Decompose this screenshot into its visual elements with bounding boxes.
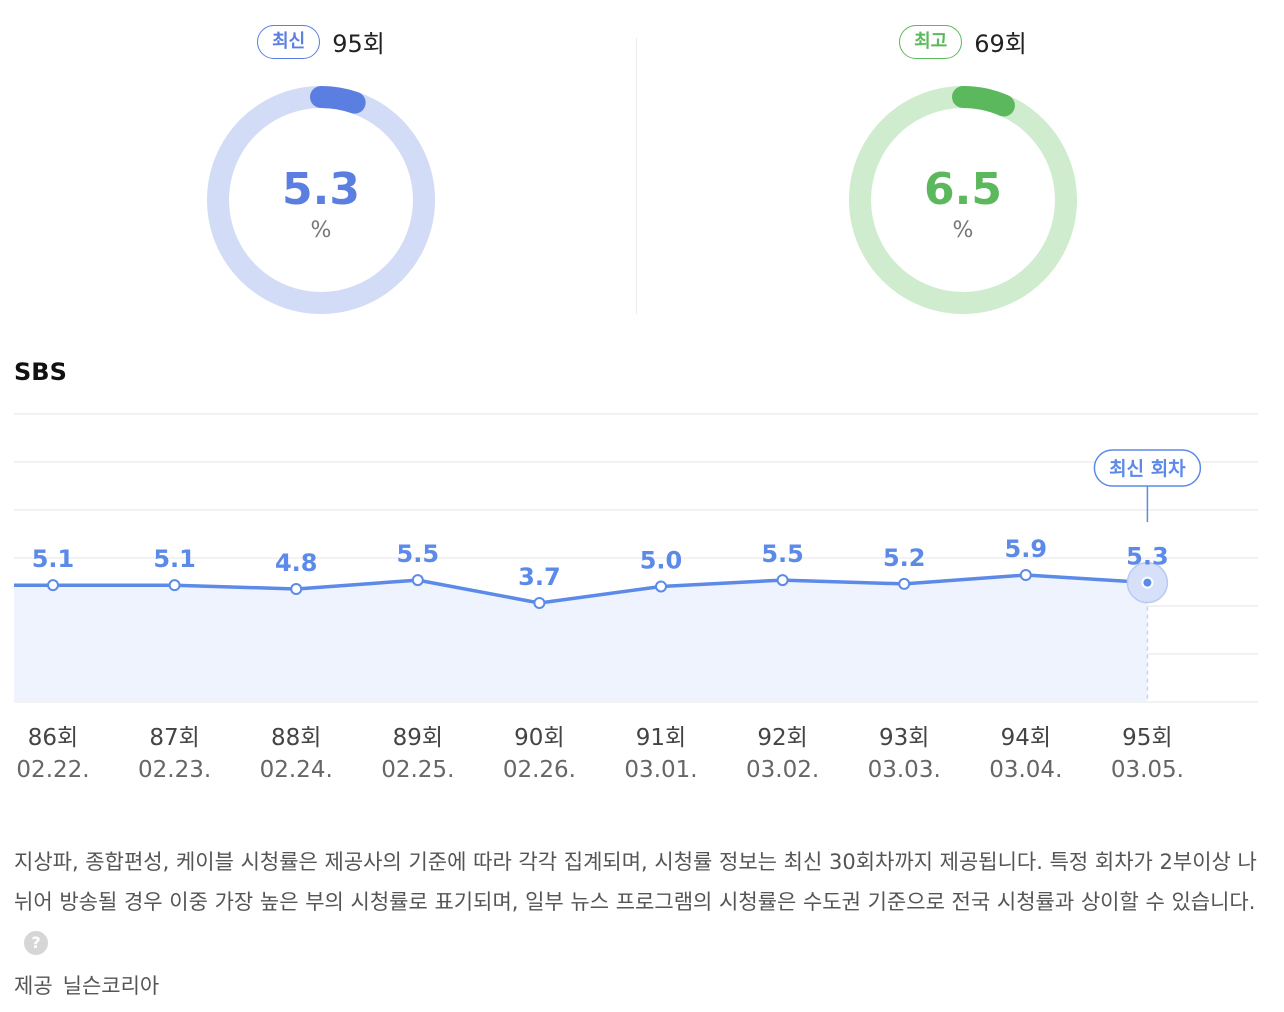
best-unit: % bbox=[952, 218, 974, 243]
x-tick-episode: 89회 bbox=[393, 725, 443, 751]
rating-description: 지상파, 종합편성, 케이블 시청률은 제공사의 기준에 따라 각각 집계되며,… bbox=[14, 842, 1258, 962]
summary-divider bbox=[636, 38, 637, 314]
x-tick-date: 03.01. bbox=[624, 757, 697, 783]
description-text: 지상파, 종합편성, 케이블 시청률은 제공사의 기준에 따라 각각 집계되며,… bbox=[14, 850, 1257, 914]
best-rating-panel: 최고 69회 6.5 % bbox=[642, 0, 1284, 330]
data-point bbox=[47, 579, 59, 592]
data-label: 5.9 bbox=[1005, 535, 1048, 563]
x-tick-episode: 87회 bbox=[149, 725, 199, 751]
best-donut-ring bbox=[849, 86, 1077, 314]
data-label: 5.5 bbox=[761, 540, 804, 568]
best-episode: 69회 bbox=[974, 30, 1027, 58]
channel-name: SBS bbox=[14, 358, 67, 386]
data-point bbox=[411, 574, 424, 587]
data-point bbox=[1141, 576, 1154, 589]
latest-value: 5.3 bbox=[282, 164, 360, 215]
latest-unit: % bbox=[310, 218, 332, 243]
best-header: 최고 69회 bbox=[642, 24, 1284, 59]
latest-progress-arc bbox=[207, 86, 435, 314]
data-label: 5.0 bbox=[640, 546, 683, 574]
latest-rating-panel: 최신 95회 5.3 % bbox=[0, 0, 642, 330]
data-label: 4.8 bbox=[275, 549, 318, 577]
data-label: 5.1 bbox=[32, 545, 75, 573]
x-tick-episode: 86회 bbox=[28, 725, 78, 751]
latest-episode-callout bbox=[1093, 449, 1202, 487]
source-label: 제공 bbox=[14, 974, 53, 998]
data-point bbox=[898, 577, 911, 590]
data-point bbox=[776, 574, 789, 587]
best-donut: 6.5 % bbox=[847, 84, 1079, 316]
x-tick-episode: 88회 bbox=[271, 725, 321, 751]
x-tick-episode: 91회 bbox=[636, 725, 686, 751]
data-point bbox=[533, 597, 546, 609]
best-value: 6.5 bbox=[924, 164, 1002, 215]
x-tick-date: 02.23. bbox=[138, 757, 211, 783]
data-label: 5.3 bbox=[1126, 543, 1169, 571]
data-point bbox=[290, 583, 303, 595]
x-tick-episode: 90회 bbox=[514, 725, 564, 751]
data-label: 5.2 bbox=[883, 544, 926, 572]
x-tick-episode: 92회 bbox=[757, 725, 807, 751]
rating-summary: 최신 95회 5.3 % 최고 69회 6.5 % bbox=[0, 0, 1284, 330]
x-tick-date: 02.26. bbox=[503, 757, 576, 783]
data-source: 제공 닐슨코리아 bbox=[14, 970, 169, 1000]
best-progress-arc bbox=[849, 86, 1077, 314]
latest-donut: 5.3 % bbox=[205, 84, 437, 316]
data-point bbox=[168, 579, 181, 592]
ratings-line-chart: 5.1 86회 02.22. 5.1 87회 02.23. 4.8 88회 02.24. 5.5 8… bbox=[14, 413, 1258, 783]
data-point bbox=[655, 580, 667, 593]
latest-badge: 최신 bbox=[257, 24, 321, 59]
x-tick-episode: 94회 bbox=[1001, 725, 1051, 751]
x-tick-date: 03.04. bbox=[989, 757, 1062, 783]
x-tick-date: 03.05. bbox=[1111, 757, 1184, 783]
x-tick-date: 02.22. bbox=[16, 757, 89, 783]
x-tick-date: 02.24. bbox=[260, 757, 333, 783]
x-tick-date: 03.03. bbox=[868, 757, 941, 783]
latest-episode: 95회 bbox=[332, 30, 385, 58]
latest-episode-callout-label: 최신 회차 bbox=[1109, 458, 1186, 480]
data-label: 5.5 bbox=[397, 540, 440, 568]
chart-area bbox=[14, 575, 1148, 702]
x-tick-date: 03.02. bbox=[746, 757, 819, 783]
best-badge: 최고 bbox=[899, 24, 963, 59]
data-point bbox=[1019, 569, 1032, 581]
data-label: 5.1 bbox=[153, 545, 196, 573]
x-tick-episode: 93회 bbox=[879, 725, 929, 751]
x-tick-date: 02.25. bbox=[381, 757, 454, 783]
help-icon[interactable]: ? bbox=[24, 931, 48, 955]
source-name: 닐슨코리아 bbox=[62, 974, 160, 998]
data-label: 3.7 bbox=[518, 563, 561, 591]
latest-donut-ring bbox=[207, 86, 435, 314]
x-tick-episode: 95회 bbox=[1122, 725, 1172, 751]
latest-header: 최신 95회 bbox=[0, 24, 642, 59]
